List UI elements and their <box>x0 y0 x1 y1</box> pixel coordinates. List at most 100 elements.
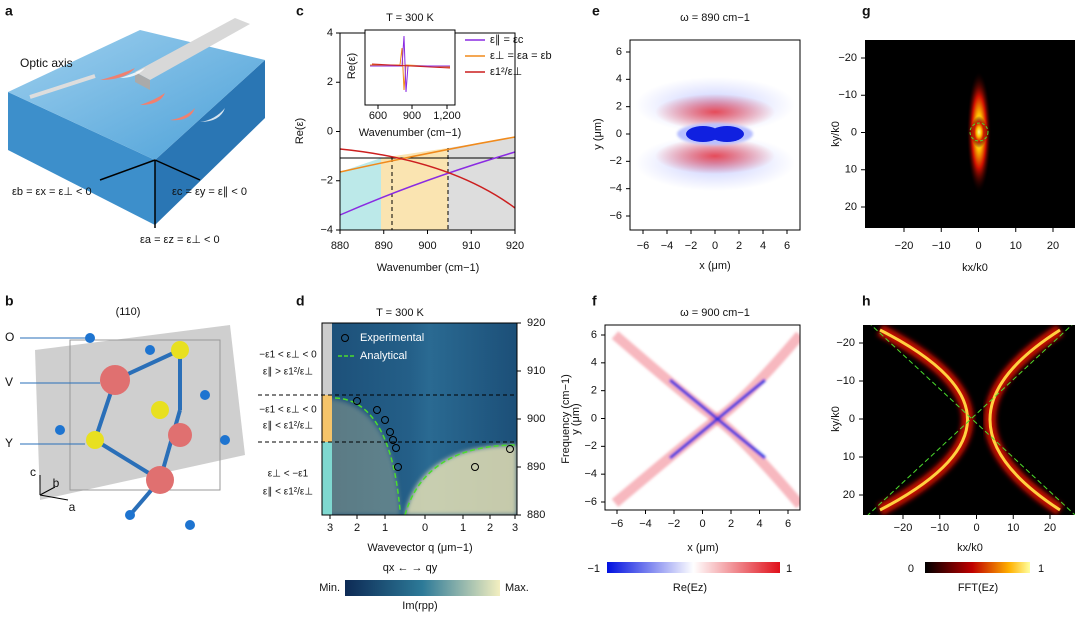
annotation: Optic axis <box>20 56 73 70</box>
region-condition: −ε1 < ε⊥ < 0 <box>259 350 317 361</box>
y-axis-label: y (μm) <box>592 118 604 149</box>
panel-label: g <box>862 3 871 19</box>
y-tick-label: 910 <box>527 365 545 377</box>
y-tick-label: −4 <box>609 183 622 195</box>
x-axis-label: kx/k0 <box>962 262 988 274</box>
plot-d <box>258 322 518 596</box>
y-tick-label: 890 <box>527 461 545 473</box>
equation: εb = εx = ε⊥ < 0 <box>12 186 92 198</box>
field-map-f <box>604 324 801 573</box>
x-tick-label: 0 <box>975 240 981 252</box>
y-tick-label: 2 <box>616 101 622 113</box>
fft-map-g <box>865 40 1075 228</box>
colorbar-min: Min. <box>319 582 340 594</box>
x-tick-label: 0 <box>422 522 428 534</box>
x-tick-label: 1,200 <box>433 110 461 122</box>
inset-x-label: Wavenumber (cm−1) <box>359 127 462 139</box>
atom-label: Y <box>5 436 13 450</box>
panel-label: h <box>862 293 871 309</box>
x-tick-label: 6 <box>784 240 790 252</box>
x-tick-label: 2 <box>354 522 360 534</box>
region-condition: ε⊥ < −ε1 <box>268 469 309 480</box>
x-tick-label: −6 <box>611 518 624 530</box>
x-tick-label: 2 <box>736 240 742 252</box>
y-tick-label: 0 <box>851 126 857 138</box>
x-tick-label: 10 <box>1007 522 1019 534</box>
x-tick-label: 3 <box>512 522 518 534</box>
y-tick-label: 920 <box>527 317 545 329</box>
y-axis-label: y (μm) <box>570 403 582 434</box>
y-tick-label: −6 <box>584 496 597 508</box>
equation: εa = εz = ε⊥ < 0 <box>140 234 220 246</box>
axis-label: b <box>53 476 60 490</box>
field-map-e <box>629 39 801 231</box>
plane-label: (110) <box>116 306 141 318</box>
x-tick-label: 0 <box>973 522 979 534</box>
y-tick-label: −10 <box>838 89 857 101</box>
y-tick-label: 2 <box>591 385 597 397</box>
inset-y-label: Re(ε) <box>346 53 358 79</box>
y-tick-label: 0 <box>591 412 597 424</box>
legend-entry: Experimental <box>360 332 424 344</box>
y-tick-label: −20 <box>836 337 855 349</box>
x-tick-label: 20 <box>1047 240 1059 252</box>
region-condition: ε∥ > ε1²/ε⊥ <box>263 367 313 378</box>
y-tick-label: −10 <box>836 375 855 387</box>
x-tick-label: −20 <box>894 522 913 534</box>
x-tick-label: 600 <box>369 110 387 122</box>
y-tick-label: 4 <box>591 357 597 369</box>
panel-label: c <box>296 3 304 19</box>
slab-illustration <box>8 18 265 228</box>
x-tick-label: 2 <box>487 522 493 534</box>
colorbar-label: Re(Ez) <box>673 582 707 594</box>
x-tick-label: 10 <box>1010 240 1022 252</box>
y-tick-label: 4 <box>327 27 333 39</box>
y-tick-label: −2 <box>609 155 622 167</box>
x-tick-label: 920 <box>506 240 524 252</box>
y-tick-label: 20 <box>845 201 857 213</box>
x-tick-label: 1 <box>460 522 466 534</box>
x-axis-label: kx/k0 <box>957 542 983 554</box>
panel-title: T = 300 K <box>376 307 424 319</box>
x-tick-label: −6 <box>637 240 650 252</box>
panel-title: ω = 890 cm−1 <box>680 12 750 24</box>
x-tick-label: −10 <box>930 522 949 534</box>
y-tick-label: −6 <box>609 210 622 222</box>
x-tick-label: −10 <box>932 240 951 252</box>
x-tick-label: 880 <box>331 240 349 252</box>
x-axis-label: Wavevector q (μm−1) <box>367 542 472 554</box>
crystal-structure <box>20 325 245 530</box>
panel-label: b <box>5 293 14 309</box>
x-tick-label: 4 <box>756 518 762 530</box>
legend-entry: Analytical <box>360 350 407 362</box>
region-condition: −ε1 < ε⊥ < 0 <box>259 405 317 416</box>
legend-entry: ε⊥ = εa = εb <box>490 50 552 62</box>
x-tick-label: 1 <box>382 522 388 534</box>
y-tick-label: −2 <box>320 175 333 187</box>
y-tick-label: −4 <box>584 468 597 480</box>
x-tick-label: −20 <box>895 240 914 252</box>
y-tick-label: 10 <box>845 164 857 176</box>
axis-label: a <box>69 500 76 514</box>
region-condition: ε∥ < ε1²/ε⊥ <box>263 487 313 498</box>
y-axis-label: Re(ε) <box>294 118 306 144</box>
x-tick-label: 6 <box>785 518 791 530</box>
colorbar-label: Im(rpp) <box>402 600 437 612</box>
x-tick-label: 890 <box>375 240 393 252</box>
equation: εc = εy = ε∥ < 0 <box>172 186 247 198</box>
colorbar-min: −1 <box>587 563 600 575</box>
fft-map-h <box>863 325 1075 573</box>
legend-entry: ε∥ = εc <box>490 34 524 46</box>
y-tick-label: 0 <box>616 128 622 140</box>
atom-label: V <box>5 375 13 389</box>
y-tick-label: −4 <box>320 224 333 236</box>
x-tick-label: 2 <box>728 518 734 530</box>
x-tick-label: 900 <box>418 240 436 252</box>
x-tick-label: 910 <box>462 240 480 252</box>
x-tick-label: 900 <box>403 110 421 122</box>
y-tick-label: −2 <box>584 440 597 452</box>
x-tick-label: −2 <box>685 240 698 252</box>
y-tick-label: 0 <box>849 413 855 425</box>
y-tick-label: 900 <box>527 413 545 425</box>
